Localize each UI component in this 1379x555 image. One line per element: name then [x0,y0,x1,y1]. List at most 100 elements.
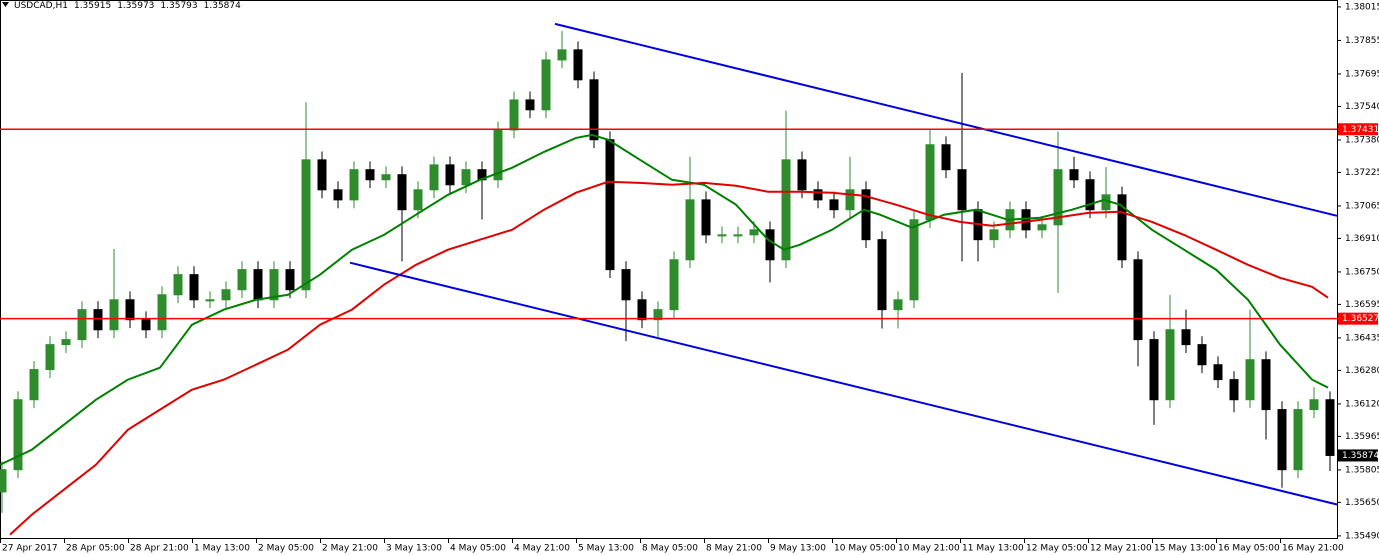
candle-body [461,169,471,186]
candle-body [1069,169,1079,181]
current-price-box [1338,449,1378,462]
x-tick-label: 3 May 13:00 [386,544,442,554]
candle-body [317,159,327,191]
x-tick-label: 8 May 21:00 [706,544,762,554]
candle-body [1309,399,1319,411]
candle-body [861,189,871,241]
candle-body [125,299,135,321]
trend-line [349,261,1338,506]
candle-body [61,339,71,346]
candle-body [1245,359,1255,401]
candle-body [333,189,343,201]
candle-body [1165,329,1175,401]
candle-body [1229,379,1239,401]
candle-body [653,309,663,321]
candle-body [221,289,231,301]
moving-average [9,180,1329,536]
x-tick-label: 15 May 13:00 [1154,544,1216,554]
y-tick-label: 1.36910 [1345,234,1379,244]
candle-body [909,219,919,301]
candle-body [525,99,535,111]
candle-body [1261,359,1271,411]
candle-body [557,49,567,61]
candle-body [573,49,583,81]
candle-body [733,234,743,237]
y-tick-label: 1.36750 [1345,267,1379,277]
y-tick-label: 1.37695 [1345,69,1379,79]
y-tick-label: 1.36595 [1345,300,1379,310]
candle-body [365,169,375,181]
candle-body [925,144,935,221]
candle-body [701,199,711,236]
y-tick-label: 1.35490 [1345,531,1379,541]
y-tick-label: 1.35650 [1345,498,1379,508]
candle-body [1181,329,1191,346]
candle-body [1293,409,1303,471]
candle-body [173,274,183,296]
candle-body [1149,339,1159,401]
plot-frame [0,0,1338,539]
x-tick-label: 1 May 13:00 [194,544,250,554]
y-tick-label: 1.38015 [1345,2,1379,12]
y-tick-label: 1.36280 [1345,366,1379,376]
x-tick-label: 5 May 13:00 [578,544,634,554]
x-tick-label: 10 May 21:00 [898,544,960,554]
candle-body [0,469,7,493]
candle-body [285,269,295,291]
current-price-label: 1.35874 [1342,451,1379,461]
moving-average [0,133,1329,466]
candle-body [237,269,247,291]
x-tick-label: 16 May 05:00 [1218,544,1280,554]
candle-body [541,59,551,111]
candle-body [13,399,23,471]
candle-body [253,269,263,301]
candle-body [749,229,759,236]
price-label: 1.36527 [1342,314,1379,324]
candle-body [93,309,103,331]
candle-body [509,99,519,131]
candle-body [621,269,631,301]
candle-body [717,234,727,237]
candle-body [413,189,423,211]
y-tick-label: 1.37225 [1345,168,1379,178]
price-label-box [1338,123,1378,136]
candle-body [109,299,119,331]
x-tick-label: 4 May 21:00 [514,544,570,554]
candle-body [77,309,87,341]
symbol: USDCAD,H1 [14,1,68,11]
candle-body [157,294,167,331]
candle-body [1053,169,1063,226]
x-tick-label: 16 May 21:00 [1282,544,1344,554]
candle-body [189,274,199,301]
x-tick-label: 4 May 05:00 [450,544,506,554]
x-tick-label: 28 Apr 21:00 [130,544,189,554]
trend-line [554,22,1338,217]
candle-body [813,189,823,201]
candle-body [29,369,39,401]
candle-body [957,169,967,211]
candle-body [1213,364,1223,381]
x-tick-label: 28 Apr 05:00 [66,544,125,554]
price-label-box [1338,312,1378,325]
header-arrow [2,2,9,7]
y-tick-label: 1.36120 [1345,399,1379,409]
y-tick-label: 1.37380 [1345,135,1379,145]
candle-body [429,164,439,191]
candle-body [1085,179,1095,211]
x-tick-label: 8 May 05:00 [642,544,698,554]
x-tick-label: 12 May 21:00 [1090,544,1152,554]
y-tick-label: 1.37540 [1345,102,1379,112]
header-value: 1.35915 [74,1,111,11]
candle-body [845,189,855,211]
candle-body [797,159,807,191]
candle-body [45,344,55,371]
y-tick-label: 1.37065 [1345,201,1379,211]
y-tick-label: 1.35965 [1345,432,1379,442]
header-value: 1.35874 [204,1,241,11]
x-tick-label: 12 May 05:00 [1026,544,1088,554]
candle-body [589,79,599,141]
candle-body [877,239,887,311]
candle-body [637,299,647,321]
